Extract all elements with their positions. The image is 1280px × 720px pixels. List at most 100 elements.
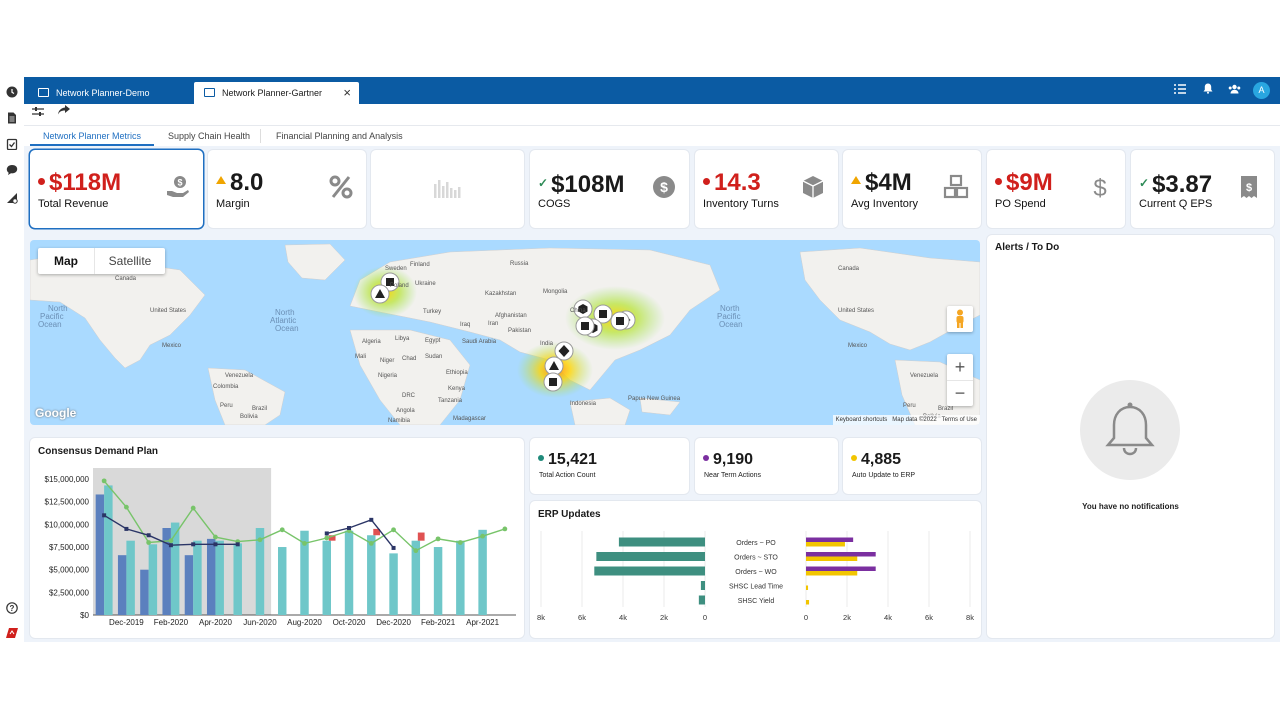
kpi-near-term-actions[interactable]: 9,190 Near Term Actions — [695, 438, 838, 494]
tab-network-planner-gartner[interactable]: Network Planner-Gartner × — [194, 82, 359, 104]
kpi-auto-update-erp[interactable]: 4,885 Auto Update to ERP — [843, 438, 981, 494]
task-list-icon[interactable] — [1172, 83, 1188, 99]
consensus-point — [168, 538, 174, 544]
svg-text:China: China — [570, 308, 586, 314]
close-icon[interactable]: × — [343, 85, 351, 100]
y-tick-label: $12,500,000 — [45, 498, 90, 507]
bar-right-purple — [806, 552, 876, 557]
bar-right-purple — [806, 537, 854, 542]
consensus-point — [257, 537, 263, 543]
consensus-point — [435, 536, 441, 542]
bar-forecast — [104, 485, 113, 615]
svg-text:Libya: Libya — [395, 336, 410, 342]
satellite-view-button[interactable]: Satellite — [94, 248, 165, 274]
kpi-card-total-revenue[interactable]: $118M Total Revenue $ — [30, 150, 203, 228]
help-icon[interactable]: ? — [6, 602, 18, 614]
terms-of-use-link[interactable]: Terms of Use — [941, 417, 977, 423]
tab-network-planner-metrics[interactable]: Network Planner Metrics — [43, 131, 142, 141]
kpi-value: ✓ $3.87 — [1139, 171, 1213, 198]
bar-right-yellow — [806, 542, 845, 547]
y-tick-label: $10,000,000 — [45, 520, 90, 529]
clock-icon[interactable] — [6, 86, 18, 98]
status-teal-dot — [538, 455, 544, 461]
bell-icon[interactable] — [1200, 83, 1216, 99]
supply-map[interactable]: North Pacific Ocean North Atlantic Ocean… — [30, 240, 980, 425]
kpi-value: $9M — [995, 170, 1053, 196]
small-kpi-value: 15,421 — [538, 451, 597, 469]
zoom-in-button[interactable]: + — [954, 357, 966, 377]
x-tick-label: 0 — [703, 613, 707, 622]
window-tab-bar: Network Planner-Demo Network Planner-Gar… — [24, 77, 1280, 104]
tab-network-planner-demo[interactable]: Network Planner-Demo — [28, 82, 188, 104]
bar-actual — [184, 555, 194, 615]
kpi-total-action-count[interactable]: 15,421 Total Action Count — [530, 438, 689, 494]
svg-text:Sweden: Sweden — [385, 266, 407, 272]
svg-text:$: $ — [660, 179, 668, 195]
tab-financial-planning[interactable]: Financial Planning and Analysis — [276, 131, 403, 141]
bar-right-yellow — [806, 556, 858, 561]
kpi-card-loading[interactable] — [371, 150, 524, 228]
svg-text:Kenya: Kenya — [448, 386, 466, 392]
svg-text:Brazil: Brazil — [938, 406, 953, 412]
status-red-dot — [38, 178, 45, 185]
bar-forecast — [300, 530, 309, 615]
bar-forecast — [322, 540, 331, 615]
bar-adjustment — [328, 535, 336, 541]
filter-sliders-icon[interactable] — [32, 104, 44, 122]
x-tick-label: Feb-2020 — [154, 618, 189, 627]
x-tick-label: 8k — [966, 613, 974, 622]
share-arrow-icon[interactable] — [58, 102, 70, 120]
plan-point — [191, 542, 196, 547]
document-icon[interactable] — [6, 112, 18, 124]
svg-text:Atlantic: Atlantic — [270, 316, 296, 325]
svg-text:Russia: Russia — [510, 261, 529, 267]
kpi-card-po-spend[interactable]: $9M PO Spend $ — [987, 150, 1125, 228]
bar-adjustment — [417, 532, 425, 541]
erp-updates-card: ERP Updates 8k 6k 4k 2k 0 0 2k 4k 6k 8k Orders ~ P… — [530, 501, 981, 638]
google-logo: Google — [35, 406, 77, 420]
kpi-value: $118M — [38, 170, 121, 196]
plan-point — [324, 531, 329, 536]
svg-text:Mexico: Mexico — [848, 343, 868, 349]
bar-forecast — [344, 530, 354, 615]
map-canvas: North Pacific Ocean North Atlantic Ocean… — [30, 243, 980, 425]
kpi-card-avg-inventory[interactable]: $4M Avg Inventory — [843, 150, 981, 228]
zoom-out-button[interactable]: − — [947, 380, 973, 406]
clipboard-check-icon[interactable] — [6, 138, 18, 151]
consensus-point — [480, 533, 486, 539]
x-tick-label: 6k — [578, 613, 586, 622]
y-tick-label: $0 — [80, 611, 89, 620]
kpi-card-inventory-turns[interactable]: 14.3 Inventory Turns — [695, 150, 838, 228]
bar-left — [698, 595, 705, 605]
svg-text:DRC: DRC — [402, 393, 416, 399]
small-kpi-label: Total Action Count — [539, 472, 596, 479]
tab-label: Network Planner-Gartner — [222, 88, 323, 98]
svg-text:Ukraine: Ukraine — [415, 281, 436, 287]
y-tick-label: $2,500,000 — [49, 588, 90, 597]
tab-supply-chain-health[interactable]: Supply Chain Health — [168, 131, 251, 141]
status-red-dot — [995, 178, 1002, 185]
left-sidebar: ? — [0, 80, 24, 640]
bar-actual — [140, 569, 149, 615]
tab-divider — [260, 129, 261, 143]
bar-left — [596, 552, 705, 561]
kpi-card-cogs[interactable]: ✓ $108M COGS $ — [530, 150, 689, 228]
svg-text:Iraq: Iraq — [460, 322, 470, 328]
map-view-button[interactable]: Map — [54, 254, 78, 268]
keyboard-shortcuts-link[interactable]: Keyboard shortcuts — [835, 417, 888, 423]
chat-icon[interactable] — [6, 164, 18, 176]
boxes-icon — [943, 174, 969, 200]
plan-point — [168, 543, 173, 548]
svg-text:Namibia: Namibia — [388, 418, 411, 424]
settings-triangle-icon[interactable] — [6, 192, 18, 204]
street-view-pegman-icon[interactable] — [947, 306, 973, 332]
kpi-card-margin[interactable]: 8.0 Margin — [208, 150, 366, 228]
kpi-card-current-q-eps[interactable]: ✓ $3.87 Current Q EPS $ — [1131, 150, 1274, 228]
bar-left — [700, 581, 705, 590]
consensus-point — [190, 505, 196, 511]
svg-text:Papua New Guinea: Papua New Guinea — [628, 396, 681, 402]
avatar[interactable]: A — [1253, 82, 1270, 99]
tab-label: Network Planner-Demo — [56, 88, 150, 98]
users-icon[interactable] — [1226, 83, 1242, 99]
status-amber-triangle — [216, 176, 226, 184]
